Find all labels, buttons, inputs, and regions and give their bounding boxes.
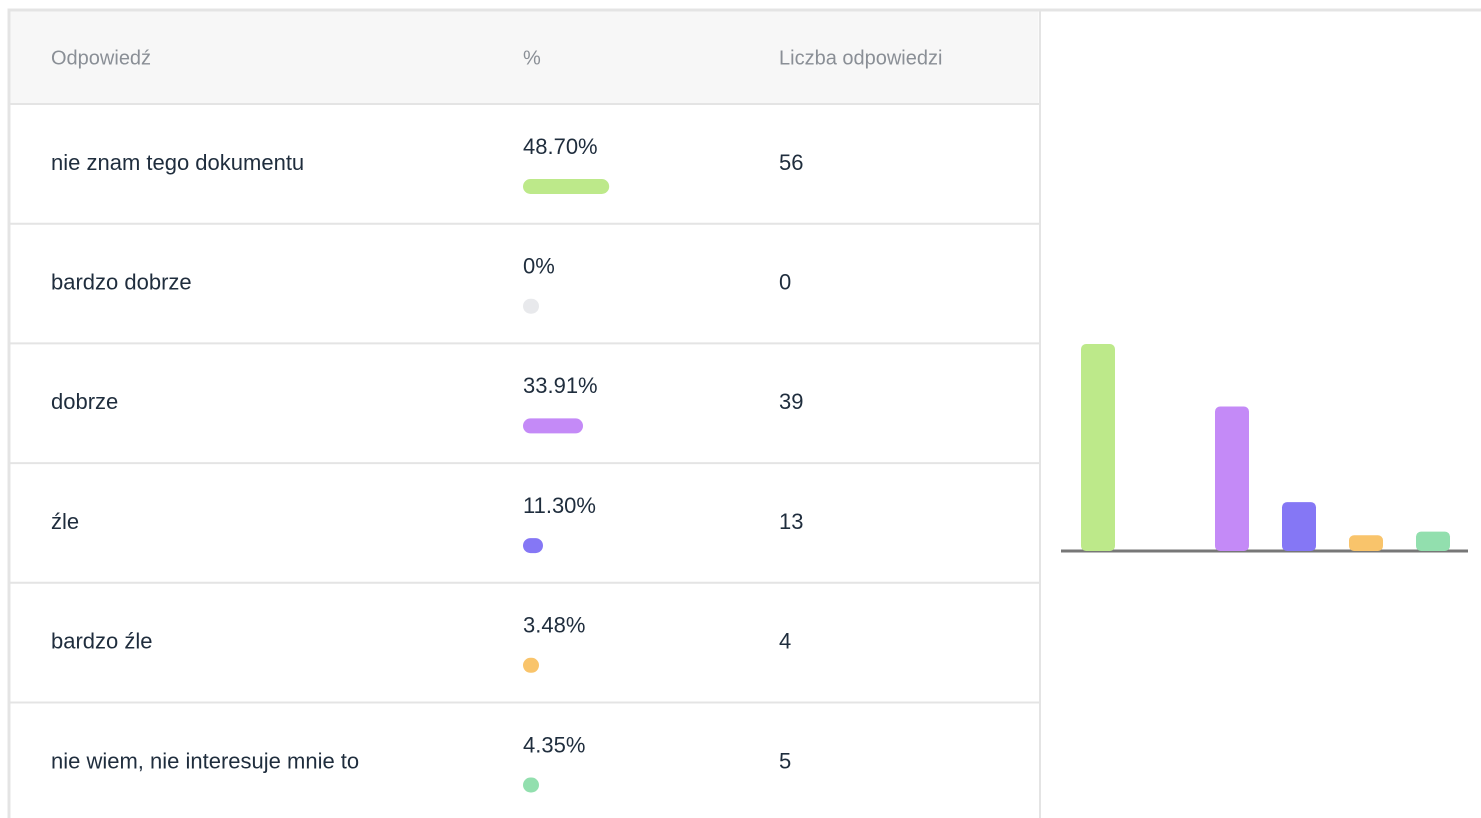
- count-bar: [1081, 344, 1115, 551]
- answer-text: bardzo dobrze: [51, 270, 192, 295]
- percent-text: 4.35%: [523, 732, 585, 757]
- percent-bar: [523, 777, 539, 793]
- table-header: [10, 11, 1039, 104]
- percent-text: 48.70%: [523, 134, 598, 159]
- count-text: 39: [779, 389, 803, 414]
- percent-bar: [523, 657, 539, 673]
- answer-text: bardzo źle: [51, 629, 153, 654]
- count-text: 5: [779, 748, 791, 773]
- column-header: Odpowiedź: [51, 47, 151, 69]
- percent-text: 3.48%: [523, 613, 585, 638]
- count-text: 13: [779, 509, 803, 534]
- answer-text: nie wiem, nie interesuje mnie to: [51, 748, 359, 773]
- column-header: Liczba odpowiedzi: [779, 47, 942, 69]
- percent-text: 0%: [523, 254, 555, 279]
- percent-text: 11.30%: [523, 493, 596, 518]
- percent-bar: [523, 298, 539, 314]
- percent-text: 33.91%: [523, 373, 598, 398]
- percent-bar: [523, 418, 584, 434]
- count-bar: [1416, 531, 1450, 551]
- percent-bar: [523, 179, 610, 194]
- answer-text: źle: [51, 509, 79, 534]
- percent-bar: [523, 538, 544, 554]
- answer-text: dobrze: [51, 389, 118, 414]
- answer-text: nie znam tego dokumentu: [51, 150, 304, 175]
- count-bar: [1282, 502, 1316, 551]
- panel-frame: [7, 8, 1481, 818]
- column-header: %: [523, 47, 541, 69]
- count-text: 56: [779, 150, 803, 175]
- count-text: 0: [779, 270, 791, 295]
- count-bar: [1215, 406, 1249, 551]
- count-text: 4: [779, 629, 791, 654]
- count-bar: [1349, 535, 1383, 551]
